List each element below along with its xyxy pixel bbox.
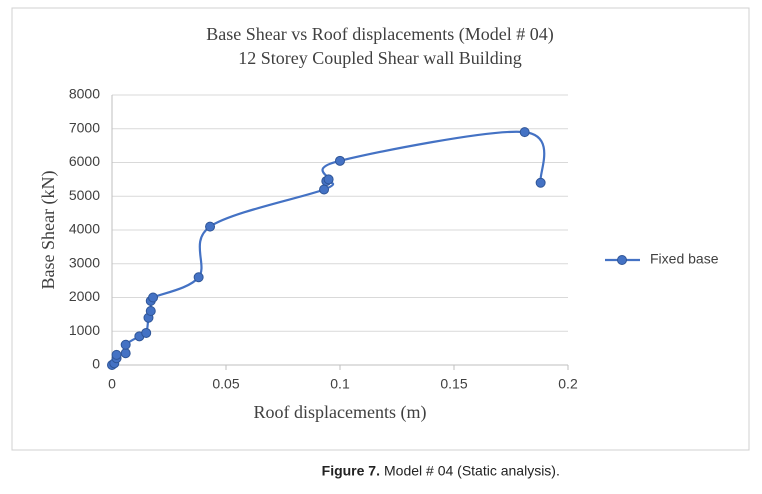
y-tick-label: 7000 — [69, 119, 100, 135]
data-point — [193, 272, 204, 283]
x-tick-label: 0.2 — [558, 376, 578, 392]
data-point — [535, 177, 546, 188]
chart-subtitle: 12 Storey Coupled Shear wall Building — [238, 48, 521, 68]
chart-frame — [11, 7, 750, 451]
data-point — [120, 348, 131, 359]
data-point — [323, 174, 334, 185]
x-tick-label: 0.05 — [212, 376, 239, 392]
x-axis-label: Roof displacements (m) — [254, 402, 427, 423]
data-point — [120, 339, 131, 350]
y-tick-label: 0 — [92, 356, 100, 372]
y-axis-label: Base Shear (kN) — [38, 171, 59, 290]
y-tick-label: 4000 — [69, 221, 100, 237]
data-point — [335, 155, 345, 166]
data-point — [519, 127, 530, 138]
caption-label: Figure 7. — [322, 463, 380, 479]
legend-label: Fixed base — [650, 251, 719, 267]
y-tick-label: 8000 — [69, 86, 100, 102]
x-tick-label: 0.1 — [330, 376, 350, 392]
y-tick-label: 1000 — [69, 322, 100, 338]
y-tick-label: 5000 — [69, 187, 100, 203]
caption-text: Model # 04 (Static analysis). — [384, 463, 560, 479]
y-tick-label: 3000 — [69, 254, 100, 270]
data-point — [319, 184, 330, 195]
x-tick-label: 0 — [108, 376, 116, 392]
y-tick-label: 6000 — [69, 153, 100, 169]
data-point — [141, 327, 152, 338]
y-tick-label: 2000 — [69, 288, 100, 304]
data-point — [205, 221, 216, 232]
legend-marker — [617, 255, 627, 265]
chart-title: Base Shear vs Roof displacements (Model … — [206, 24, 553, 45]
x-tick-label: 0.15 — [440, 376, 467, 392]
data-point — [111, 349, 122, 360]
data-point — [145, 306, 156, 316]
data-point — [148, 292, 159, 303]
